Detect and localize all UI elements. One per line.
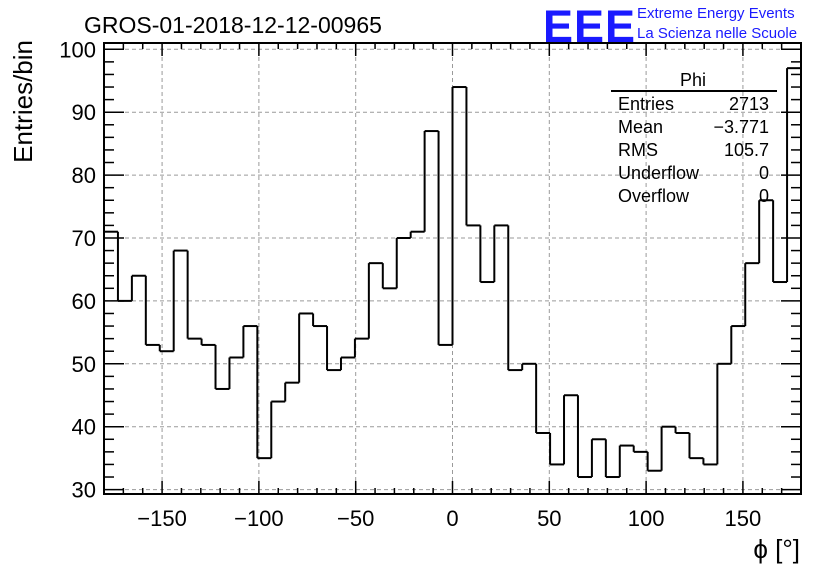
stats-value: −3.771	[713, 117, 769, 137]
stats-value: 2713	[729, 94, 769, 114]
x-axis-title: ϕ [°]	[753, 534, 800, 564]
x-tick-label: 50	[537, 506, 561, 531]
eee-logo: EEE Extreme Energy Events La Scienza nel…	[543, 1, 797, 52]
y-tick-label: 50	[72, 352, 96, 377]
chart-title: GROS-01-2018-12-12-00965	[84, 12, 382, 38]
x-tick-label: −150	[137, 506, 187, 531]
logo-line-2: La Scienza nelle Scuole	[637, 25, 797, 42]
stats-value: 0	[759, 163, 769, 183]
stats-box: Phi Entries 2713 Mean −3.771 RMS 105.7 Underfl…	[611, 70, 777, 206]
stats-label: Underflow	[618, 163, 700, 183]
y-tick-label: 80	[72, 163, 96, 188]
stats-label: Overflow	[618, 186, 690, 206]
x-tick-label: 150	[725, 506, 762, 531]
stats-value: 0	[759, 186, 769, 206]
stats-title: Phi	[680, 70, 706, 90]
x-tick-label: 100	[628, 506, 665, 531]
y-axis: 30 40 50 60 70 80 90 100	[59, 37, 801, 503]
x-tick-label: −50	[337, 506, 374, 531]
stats-value: 105.7	[724, 140, 769, 160]
x-tick-label: 0	[446, 506, 458, 531]
y-tick-label: 100	[59, 37, 96, 62]
y-tick-label: 30	[72, 478, 96, 503]
y-tick-label: 40	[72, 415, 96, 440]
histogram-bars	[104, 67, 801, 479]
logo-mark: EEE	[543, 1, 636, 52]
stats-label: RMS	[618, 140, 658, 160]
y-tick-label: 60	[72, 289, 96, 314]
stats-label: Mean	[618, 117, 663, 137]
x-axis: −150 −100 −50 0 50 100 150	[103, 43, 802, 531]
y-tick-label: 90	[72, 100, 96, 125]
stats-label: Entries	[618, 94, 674, 114]
x-tick-label: −100	[234, 506, 284, 531]
y-tick-label: 70	[72, 226, 96, 251]
logo-line-1: Extreme Energy Events	[637, 5, 795, 22]
y-axis-title: Entries/bin	[8, 40, 38, 163]
